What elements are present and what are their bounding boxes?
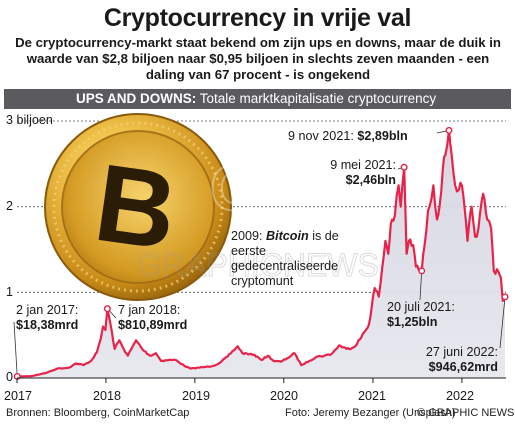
annotation-point [418, 267, 426, 275]
annotation-nov-2021: 9 nov 2021: $2,89bln [288, 129, 408, 144]
bitcoin-note: 2009: Bitcoin is de eerste gedecentralis… [231, 229, 361, 289]
page-subtitle: De cryptocurrency-markt staat bekend om … [15, 35, 501, 82]
x-tick-label: 2021 [358, 389, 387, 403]
annotation-point [445, 126, 453, 134]
bitcoin-note-name: Bitcoin [266, 229, 309, 243]
annotation-leader [13, 321, 18, 377]
annotation-date: 27 juni 2022: [425, 345, 498, 359]
y-tick-label: 3 biljoen [6, 113, 53, 127]
annotation-value: $810,89mrd [118, 318, 188, 332]
annotation-point [103, 305, 111, 313]
chart-title-bold: UPS AND DOWNS: [76, 91, 197, 106]
x-axis [16, 377, 506, 383]
annotation-date: 2 jan 2017: [16, 303, 79, 317]
annotation-2018: 7 jan 2018: $810,89mrd [118, 303, 187, 333]
chart-title-bar: UPS AND DOWNS: Totale marktkapitalisatie… [4, 89, 511, 109]
bitcoin-coin-image: B [44, 113, 232, 301]
graphic-news-watermark: GN GRAPHICNEWS [137, 151, 380, 284]
annotation-date: 9 mei 2021: [330, 158, 396, 172]
watermark-text: GRAPHICNEWS [137, 247, 379, 283]
bitcoin-note-year: 2009: [231, 229, 263, 243]
annotation-point [400, 163, 408, 171]
x-tick-label: 2019 [182, 389, 211, 403]
y-tick-label: 0 [6, 370, 14, 384]
bitcoin-note-text: is de eerste gedecentraliseerde cryptomu… [231, 229, 339, 288]
photo-credit: Foto: Jeremy Bezanger (Unsplash) [285, 407, 456, 419]
bitcoin-symbol-icon: B [88, 141, 184, 274]
x-tick-label: 2022 [446, 389, 475, 403]
annotation-value: $946,62mrd [428, 360, 498, 374]
chart-title-rest: Totale marktkapitalisatie cryptocurrency [196, 91, 437, 106]
sources-text: Bronnen: Bloomberg, CoinMarketCap [6, 407, 190, 419]
annotation-value: $1,25bln [387, 315, 438, 329]
annotation-date: 20 juli 2021: [387, 300, 455, 314]
annotation-may-2021: 9 mei 2021: $2,46bln [296, 158, 396, 188]
annotation-value: $2,89bln [357, 129, 408, 143]
annotation-point [501, 293, 509, 301]
annotation-jun-2022: 27 juni 2022: $946,62mrd [396, 345, 498, 375]
annotation-date: 9 nov 2021: [288, 129, 354, 143]
y-tick-label: 2 [6, 199, 14, 213]
watermark-logo: GN [210, 152, 306, 224]
annotation-leader [419, 270, 423, 301]
annotation-date: 7 jan 2018: [118, 303, 181, 317]
graphic-news-credit: © GRAPHIC NEWS [417, 407, 515, 419]
market-cap-area [17, 130, 505, 378]
annotation-value: $18,38mrd [16, 318, 79, 332]
annotation-2017: 2 jan 2017: $18,38mrd [16, 303, 78, 333]
page-title: Cryptocurrency in vrije val [103, 4, 412, 32]
y-tick-label: 1 [6, 285, 14, 299]
annotation-jul-2021: 20 juli 2021: $1,25bln [387, 300, 455, 330]
x-tick-label: 2018 [93, 389, 122, 403]
market-cap-chart: B GN GRAPHICNEWS [13, 113, 509, 383]
x-tick-label: 2017 [4, 389, 33, 403]
annotation-value: $2,46bln [345, 173, 396, 187]
annotation-leader [499, 296, 506, 349]
x-tick-label: 2020 [270, 389, 299, 403]
